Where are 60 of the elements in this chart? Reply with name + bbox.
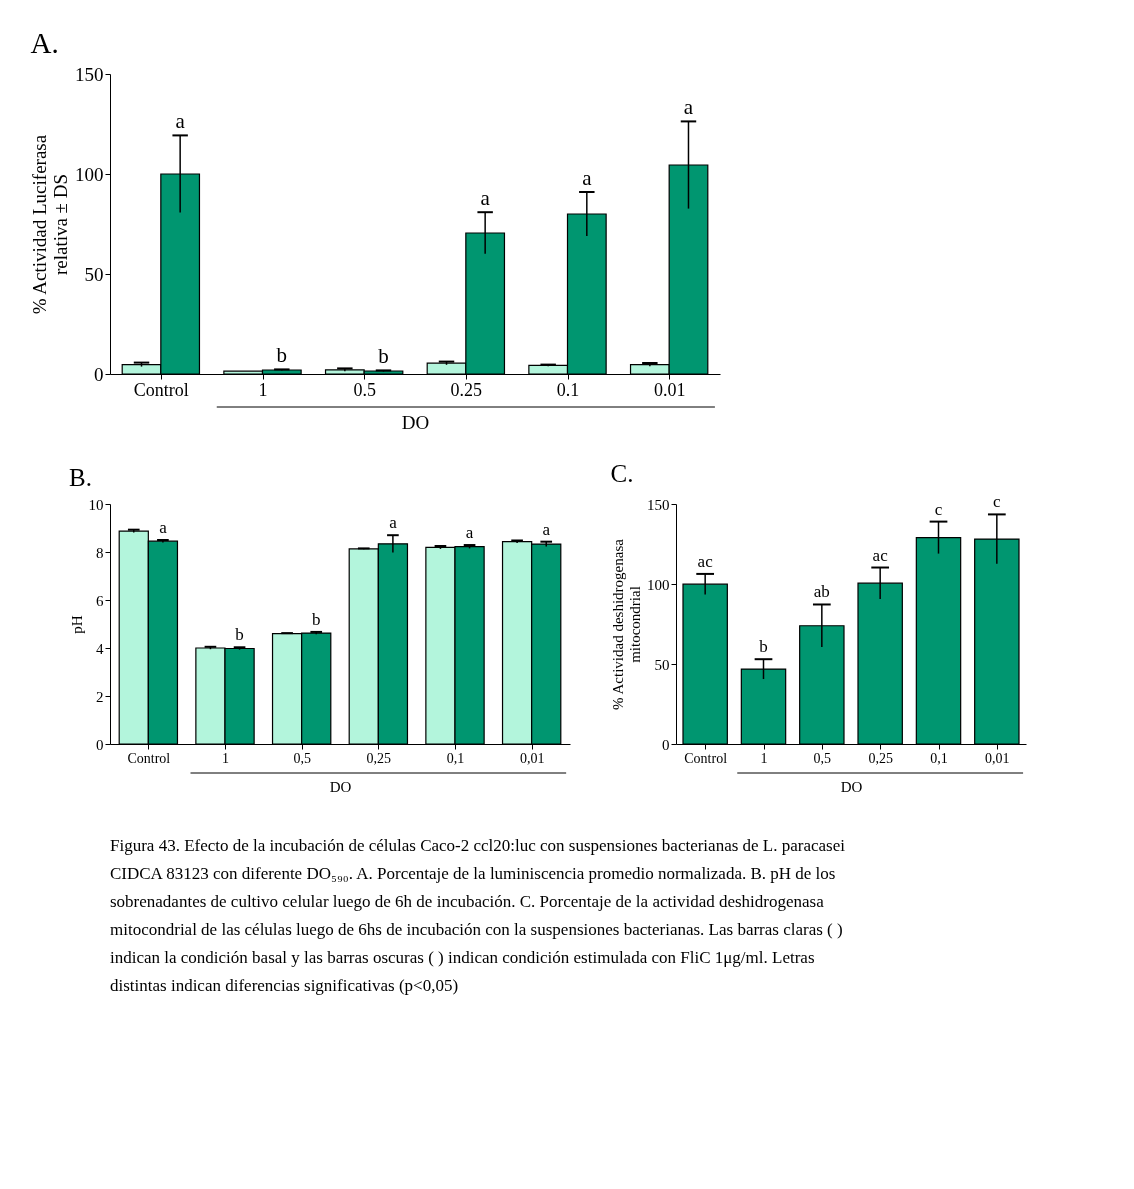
annotation: b [311, 609, 321, 629]
y-tick-label: 8 [96, 544, 104, 561]
y-tick-label: 10 [88, 496, 104, 513]
y-tick-label: 100 [75, 163, 104, 185]
x-tick-label: 0.5 [353, 379, 376, 400]
x-tick-label: 0,1 [930, 750, 948, 766]
y-tick-label: 2 [96, 688, 104, 705]
x-tick-label: Control [127, 750, 171, 766]
x-axis-title: DO [401, 411, 430, 433]
annotation: b [276, 343, 288, 368]
annotation: c [993, 492, 1002, 512]
x-tick-label: 1 [760, 750, 768, 766]
x-axis-title: DO [329, 778, 352, 795]
annotation: b [235, 625, 244, 645]
annotation: a [389, 513, 398, 533]
text: Figura 43. Efecto de la incubación de células Caco-2 ccl20:luc con suspensiones bacterianas de L. paracasei CIDCA 83123 con diferente DO₅₉₀. A. Porcentaje de la luminiscencia promedio normalizada. B. pH de los sobrenadantes de cultivo celular luego de 6h de incubación. C. Porcentaje de la actividad deshidrogenasa mitocondrial de las células luego de 6hs de incubación con la suspensiones bacterianas. Las barras claras ( ) indican la condición basal y las barras oscuras ( ) indican condición estimulada con FliC 1μg/ml. Letras distintas indican diferencias significativas (p<0,05) [110, 836, 846, 995]
x-tick-label: 1 [258, 379, 268, 400]
x-tick-label: 1 [222, 750, 229, 766]
annotation: ab [813, 582, 830, 602]
x-tick-label: 0,01 [985, 750, 1010, 766]
x-tick-label: 0,25 [366, 750, 392, 766]
chart-title: A. [30, 27, 59, 59]
annotation: a [683, 95, 694, 120]
y-tick-label: 0 [662, 736, 670, 753]
x-tick-label: 0,1 [446, 750, 465, 766]
y-tick-label: 0 [96, 736, 104, 753]
annotation: a [582, 166, 593, 190]
annotation: a [175, 109, 186, 134]
y-tick-label: 150 [75, 63, 104, 85]
chart-title: B. [69, 464, 92, 491]
chart-title: C. [610, 460, 634, 488]
y-tick-label: 6 [96, 592, 104, 609]
x-tick-label: 0.01 [653, 379, 686, 400]
y-tick-label: 50 [654, 656, 670, 673]
annotation: ac [697, 551, 714, 571]
annotation: c [934, 499, 943, 519]
x-tick-label: 0,01 [519, 750, 545, 766]
annotation: ac [872, 545, 889, 565]
x-tick-label: Control [133, 379, 189, 400]
x-tick-label: 0.1 [556, 379, 580, 400]
x-tick-label: 0,5 [293, 750, 311, 766]
x-tick-label: 0,5 [813, 750, 832, 766]
x-tick-label: Control [684, 750, 728, 766]
x-axis-title: DO [840, 778, 863, 795]
y-tick-label: 150 [647, 496, 670, 513]
annotation: a [159, 518, 168, 537]
y-tick-label: 0 [94, 363, 104, 385]
y-tick-label: 50 [84, 263, 104, 285]
x-tick-label: 0.25 [450, 379, 483, 400]
annotation: a [465, 523, 474, 543]
y-axis-title: pH [68, 615, 85, 634]
y-axis-title: % Actividad deshidrogenasa mitocondrial [610, 538, 643, 710]
y-axis-title: % Actividad Luciferasa relativa ± DS [29, 134, 71, 315]
x-tick-label: 0,25 [868, 750, 893, 766]
annotation: b [759, 637, 768, 657]
annotation: b [378, 344, 389, 369]
y-tick-label: 4 [96, 640, 104, 657]
annotation: a [480, 186, 491, 211]
y-tick-label: 100 [647, 576, 670, 593]
annotation: a [542, 519, 551, 539]
